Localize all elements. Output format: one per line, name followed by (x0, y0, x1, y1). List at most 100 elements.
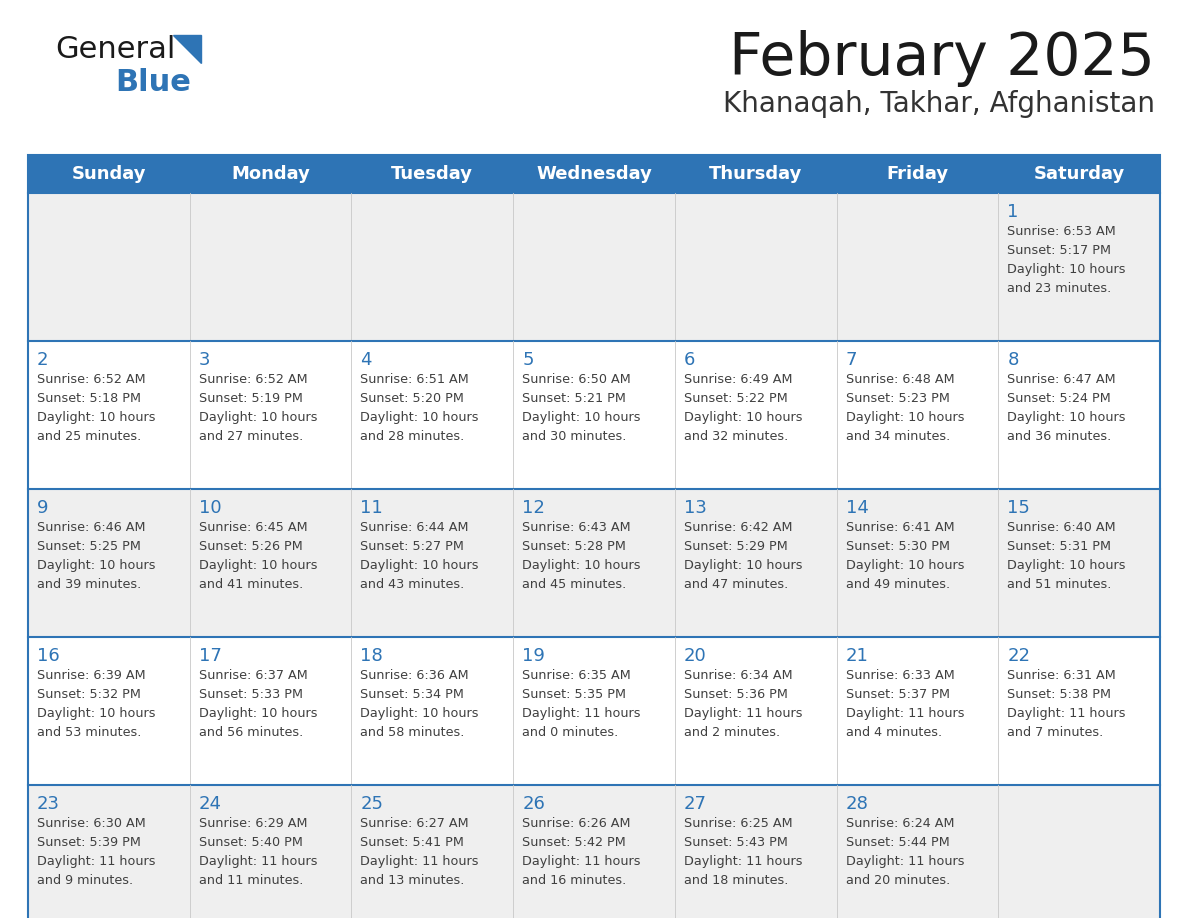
Text: Sunrise: 6:51 AM: Sunrise: 6:51 AM (360, 373, 469, 386)
Text: 18: 18 (360, 647, 384, 665)
Text: Sunrise: 6:33 AM: Sunrise: 6:33 AM (846, 669, 954, 682)
Text: Daylight: 10 hours: Daylight: 10 hours (198, 411, 317, 424)
Text: 14: 14 (846, 499, 868, 517)
Text: 7: 7 (846, 351, 857, 369)
Text: Sunset: 5:36 PM: Sunset: 5:36 PM (684, 688, 788, 701)
Text: Daylight: 11 hours: Daylight: 11 hours (684, 855, 802, 868)
Text: and 32 minutes.: and 32 minutes. (684, 430, 788, 443)
Text: Sunset: 5:38 PM: Sunset: 5:38 PM (1007, 688, 1111, 701)
Text: and 30 minutes.: and 30 minutes. (523, 430, 626, 443)
Text: Sunrise: 6:25 AM: Sunrise: 6:25 AM (684, 817, 792, 830)
Text: Monday: Monday (232, 165, 310, 183)
Text: 4: 4 (360, 351, 372, 369)
Text: and 53 minutes.: and 53 minutes. (37, 726, 141, 739)
Text: Sunrise: 6:49 AM: Sunrise: 6:49 AM (684, 373, 792, 386)
Text: and 23 minutes.: and 23 minutes. (1007, 282, 1112, 295)
Text: Sunset: 5:17 PM: Sunset: 5:17 PM (1007, 244, 1111, 257)
Text: Sunrise: 6:37 AM: Sunrise: 6:37 AM (198, 669, 308, 682)
Text: Daylight: 10 hours: Daylight: 10 hours (523, 559, 640, 572)
Text: Sunset: 5:21 PM: Sunset: 5:21 PM (523, 392, 626, 405)
Text: Daylight: 11 hours: Daylight: 11 hours (846, 707, 965, 720)
Text: 11: 11 (360, 499, 384, 517)
Bar (29, 193, 1159, 341)
Text: and 16 minutes.: and 16 minutes. (523, 874, 626, 887)
Text: Daylight: 10 hours: Daylight: 10 hours (684, 559, 802, 572)
Text: 10: 10 (198, 499, 221, 517)
Text: 25: 25 (360, 795, 384, 813)
Text: Sunset: 5:37 PM: Sunset: 5:37 PM (846, 688, 949, 701)
Text: 15: 15 (1007, 499, 1030, 517)
Text: 21: 21 (846, 647, 868, 665)
Text: Sunrise: 6:24 AM: Sunrise: 6:24 AM (846, 817, 954, 830)
Text: Daylight: 10 hours: Daylight: 10 hours (846, 559, 965, 572)
Text: and 58 minutes.: and 58 minutes. (360, 726, 465, 739)
Text: Daylight: 11 hours: Daylight: 11 hours (846, 855, 965, 868)
Text: Blue: Blue (115, 68, 191, 97)
Text: Sunset: 5:28 PM: Sunset: 5:28 PM (523, 540, 626, 553)
Text: Sunset: 5:34 PM: Sunset: 5:34 PM (360, 688, 465, 701)
Text: and 7 minutes.: and 7 minutes. (1007, 726, 1104, 739)
Text: 1: 1 (1007, 203, 1018, 221)
Text: and 49 minutes.: and 49 minutes. (846, 578, 949, 591)
Text: Sunrise: 6:45 AM: Sunrise: 6:45 AM (198, 521, 308, 534)
Bar (29, 785, 1159, 918)
Text: 6: 6 (684, 351, 695, 369)
Text: 3: 3 (198, 351, 210, 369)
Text: and 45 minutes.: and 45 minutes. (523, 578, 626, 591)
Text: and 2 minutes.: and 2 minutes. (684, 726, 781, 739)
Text: Sunrise: 6:50 AM: Sunrise: 6:50 AM (523, 373, 631, 386)
Text: Sunset: 5:42 PM: Sunset: 5:42 PM (523, 836, 626, 849)
Text: Sunrise: 6:52 AM: Sunrise: 6:52 AM (198, 373, 308, 386)
Text: Sunset: 5:31 PM: Sunset: 5:31 PM (1007, 540, 1111, 553)
Text: Sunrise: 6:43 AM: Sunrise: 6:43 AM (523, 521, 631, 534)
Text: Sunset: 5:27 PM: Sunset: 5:27 PM (360, 540, 465, 553)
Text: Daylight: 10 hours: Daylight: 10 hours (37, 411, 156, 424)
Text: and 9 minutes.: and 9 minutes. (37, 874, 133, 887)
Text: Daylight: 10 hours: Daylight: 10 hours (198, 559, 317, 572)
Text: 13: 13 (684, 499, 707, 517)
Text: Daylight: 10 hours: Daylight: 10 hours (37, 707, 156, 720)
Text: 17: 17 (198, 647, 222, 665)
Text: Sunset: 5:44 PM: Sunset: 5:44 PM (846, 836, 949, 849)
Text: Daylight: 11 hours: Daylight: 11 hours (198, 855, 317, 868)
Text: Sunset: 5:24 PM: Sunset: 5:24 PM (1007, 392, 1111, 405)
Text: Sunset: 5:30 PM: Sunset: 5:30 PM (846, 540, 949, 553)
Text: Friday: Friday (886, 165, 948, 183)
Text: Thursday: Thursday (709, 165, 802, 183)
Text: Sunrise: 6:30 AM: Sunrise: 6:30 AM (37, 817, 146, 830)
Text: and 34 minutes.: and 34 minutes. (846, 430, 950, 443)
Text: Sunrise: 6:31 AM: Sunrise: 6:31 AM (1007, 669, 1116, 682)
Text: Sunset: 5:20 PM: Sunset: 5:20 PM (360, 392, 465, 405)
Text: Daylight: 10 hours: Daylight: 10 hours (1007, 411, 1126, 424)
Text: Sunrise: 6:35 AM: Sunrise: 6:35 AM (523, 669, 631, 682)
Text: Sunset: 5:26 PM: Sunset: 5:26 PM (198, 540, 303, 553)
Text: 19: 19 (523, 647, 545, 665)
Text: Sunrise: 6:39 AM: Sunrise: 6:39 AM (37, 669, 146, 682)
Text: Sunrise: 6:42 AM: Sunrise: 6:42 AM (684, 521, 792, 534)
Bar (29, 341, 1159, 489)
Text: and 43 minutes.: and 43 minutes. (360, 578, 465, 591)
Text: 8: 8 (1007, 351, 1018, 369)
Text: Sunrise: 6:40 AM: Sunrise: 6:40 AM (1007, 521, 1116, 534)
Text: Sunrise: 6:48 AM: Sunrise: 6:48 AM (846, 373, 954, 386)
Text: Daylight: 10 hours: Daylight: 10 hours (198, 707, 317, 720)
Text: Sunset: 5:39 PM: Sunset: 5:39 PM (37, 836, 141, 849)
Text: and 51 minutes.: and 51 minutes. (1007, 578, 1112, 591)
Text: and 36 minutes.: and 36 minutes. (1007, 430, 1112, 443)
Text: 2: 2 (37, 351, 49, 369)
Text: Sunday: Sunday (71, 165, 146, 183)
Text: Daylight: 10 hours: Daylight: 10 hours (846, 411, 965, 424)
Text: Sunrise: 6:44 AM: Sunrise: 6:44 AM (360, 521, 469, 534)
Text: 22: 22 (1007, 647, 1030, 665)
Text: Sunset: 5:25 PM: Sunset: 5:25 PM (37, 540, 141, 553)
Text: Sunset: 5:33 PM: Sunset: 5:33 PM (198, 688, 303, 701)
Text: Sunrise: 6:29 AM: Sunrise: 6:29 AM (198, 817, 308, 830)
Text: 24: 24 (198, 795, 222, 813)
Text: 28: 28 (846, 795, 868, 813)
Text: Sunset: 5:22 PM: Sunset: 5:22 PM (684, 392, 788, 405)
Text: Sunrise: 6:36 AM: Sunrise: 6:36 AM (360, 669, 469, 682)
Text: Sunrise: 6:53 AM: Sunrise: 6:53 AM (1007, 225, 1116, 238)
Text: General: General (55, 35, 176, 64)
Text: Daylight: 10 hours: Daylight: 10 hours (523, 411, 640, 424)
Text: and 28 minutes.: and 28 minutes. (360, 430, 465, 443)
